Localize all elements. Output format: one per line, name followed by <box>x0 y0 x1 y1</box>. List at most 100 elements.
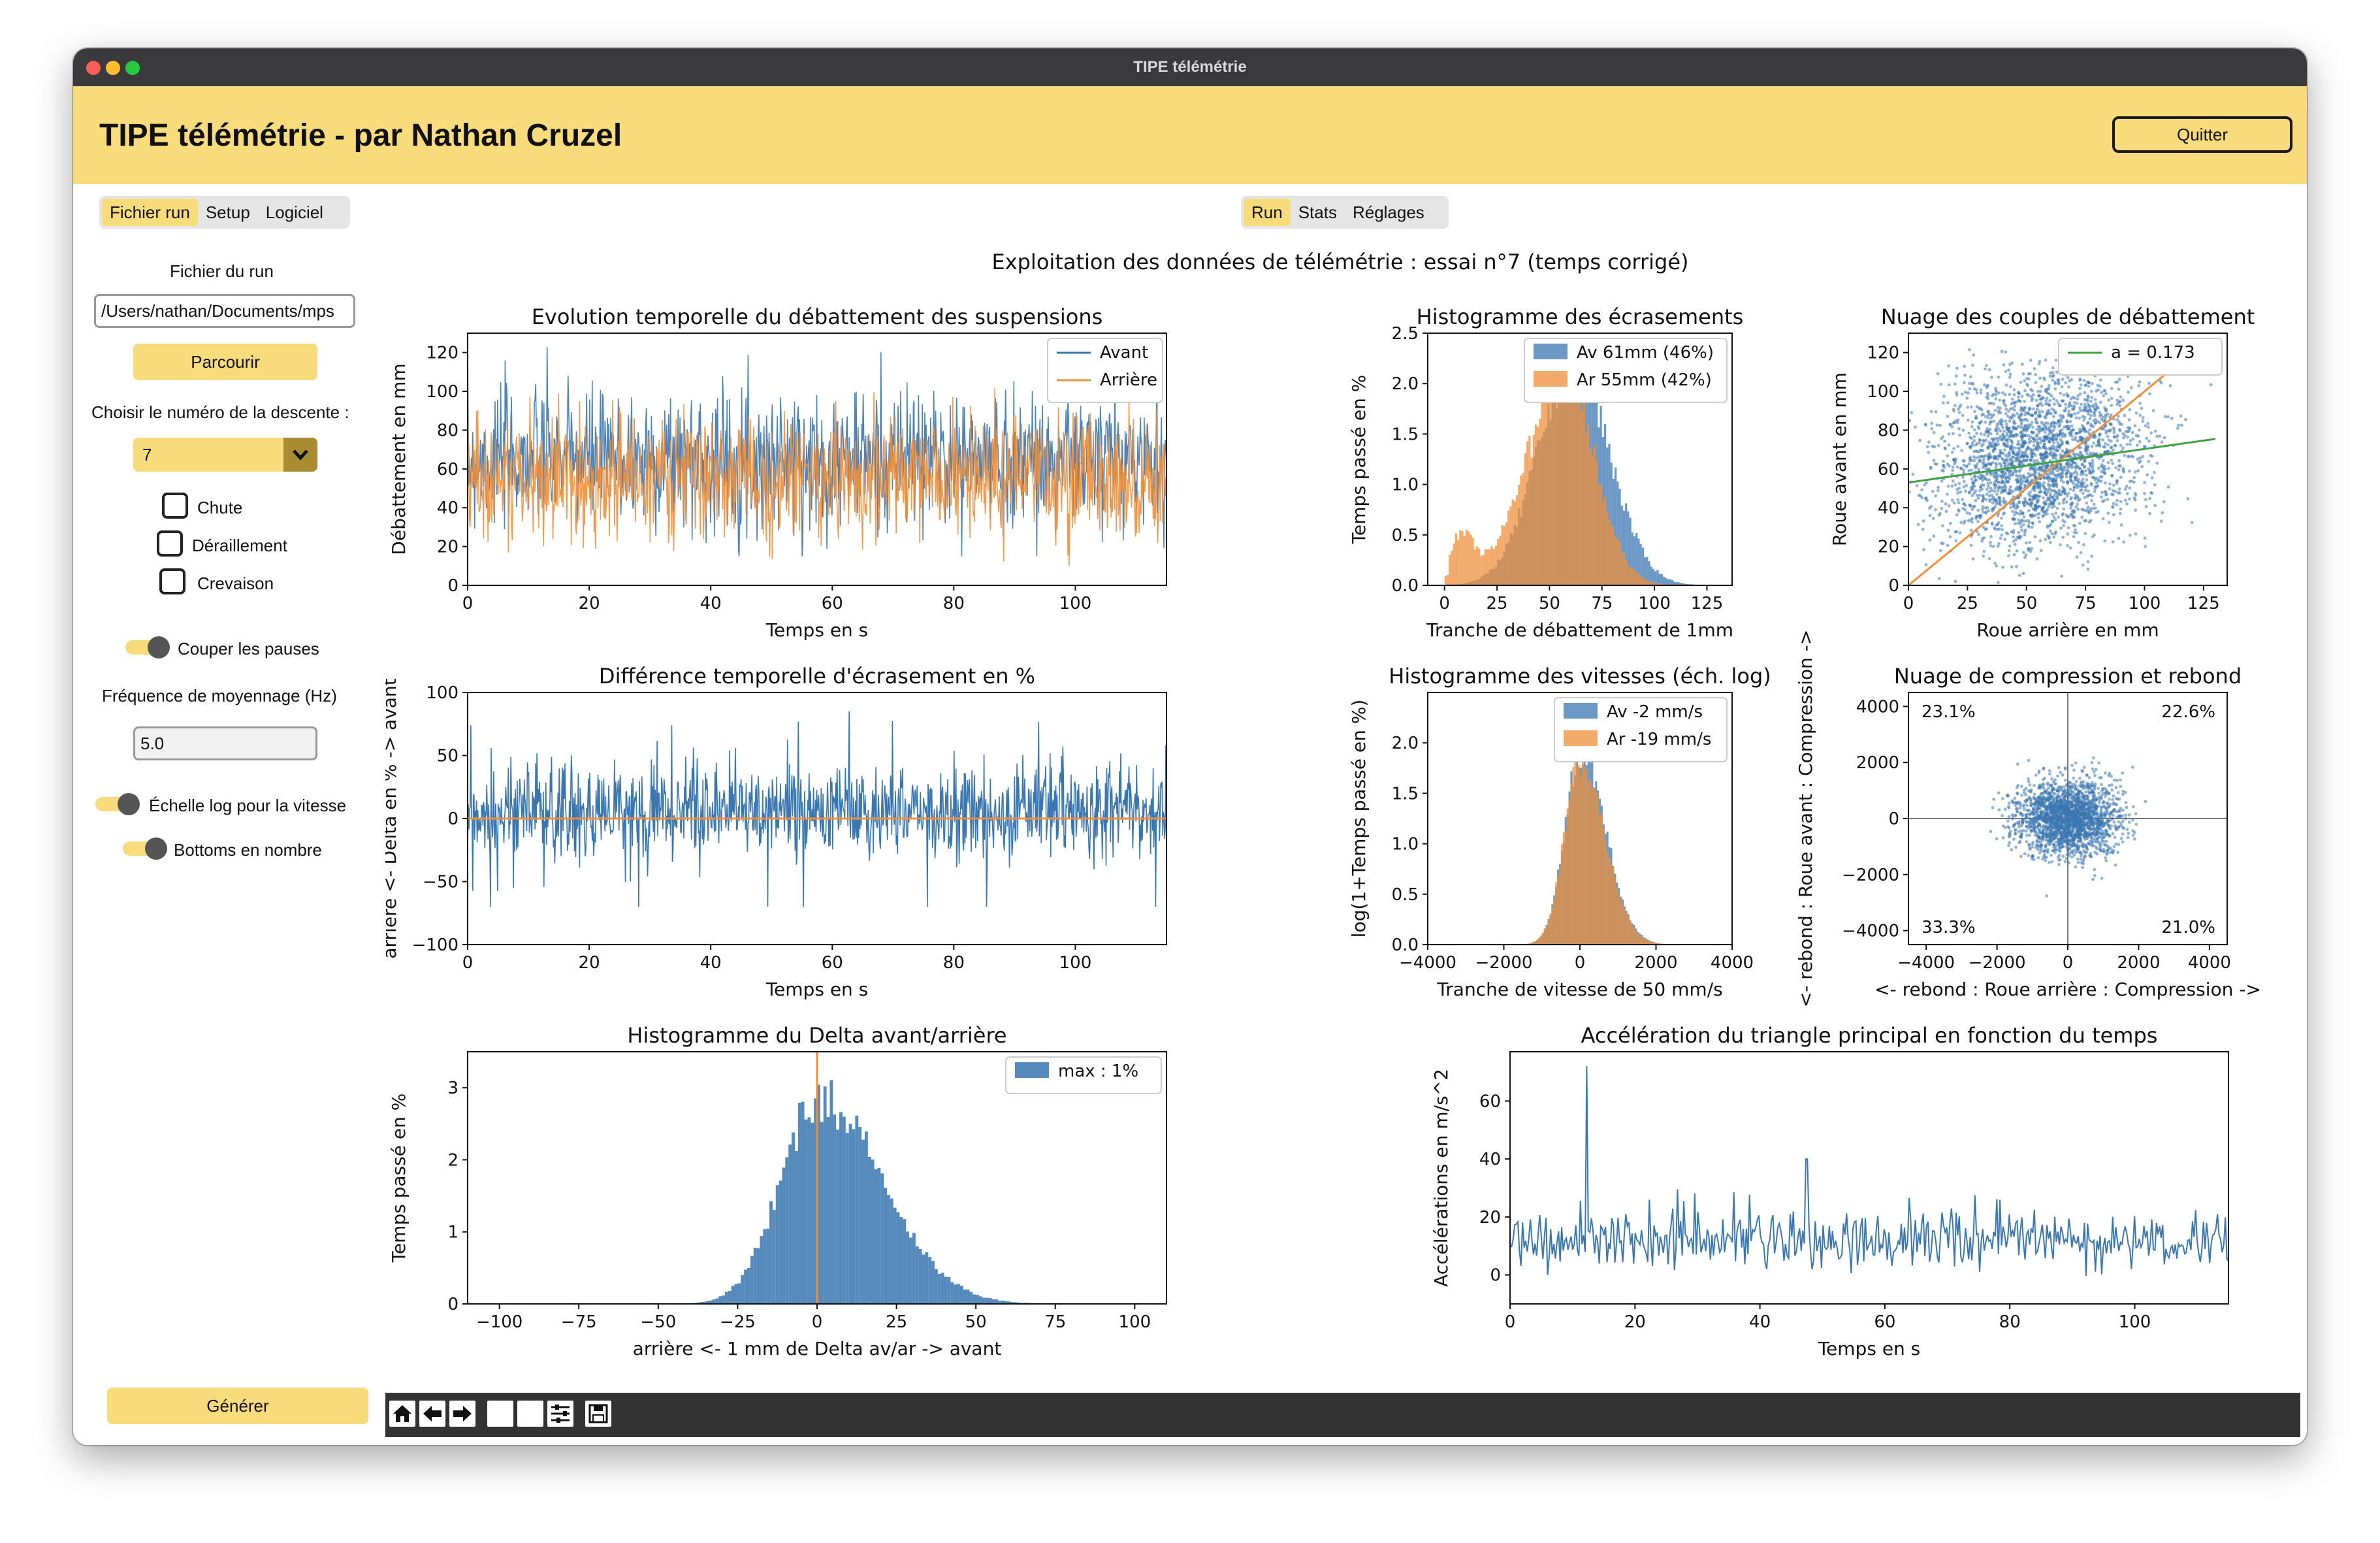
scatter-point <box>2088 472 2091 475</box>
freq-input[interactable]: 5.0 <box>133 726 317 760</box>
zoom-window-icon[interactable] <box>125 61 140 75</box>
toggle-pauses[interactable] <box>125 636 170 658</box>
scatter-point <box>2047 387 2051 391</box>
scatter-point <box>1969 528 1973 532</box>
scatter-point <box>2043 853 2046 856</box>
scatter-point <box>2023 400 2027 403</box>
scatter-point <box>2112 483 2115 487</box>
scatter-point <box>1977 427 1981 430</box>
generate-button[interactable]: Générer <box>107 1388 368 1424</box>
scatter-point <box>2049 371 2052 375</box>
scatter-point <box>1982 383 1986 387</box>
scatter-point <box>2104 392 2108 395</box>
scatter-point <box>2065 856 2068 860</box>
scatter-point <box>2159 381 2163 385</box>
scatter-point <box>2160 440 2164 444</box>
scatter-point <box>2061 485 2065 489</box>
toggle-log-speed[interactable] <box>95 793 140 815</box>
scatter-point <box>1986 410 1990 414</box>
hist-bar <box>1654 943 1656 945</box>
descent-select[interactable]: 7 <box>133 438 317 472</box>
scatter-point <box>2012 388 2016 392</box>
deraillement-checkbox[interactable] <box>157 530 183 557</box>
scatter-point <box>1963 390 1967 394</box>
scatter-point <box>2028 407 2032 411</box>
scatter-point <box>2051 434 2055 438</box>
scatter-point <box>2106 823 2110 826</box>
scatter-point <box>2107 429 2110 432</box>
browse-button[interactable]: Parcourir <box>133 344 317 380</box>
scatter-point <box>2025 377 2029 380</box>
scatter-point <box>1957 427 1961 430</box>
tab-stats[interactable]: Stats <box>1298 203 1337 222</box>
y-tick-label: 60 <box>437 460 458 479</box>
scatter-point <box>2118 404 2122 408</box>
scatter-point <box>2034 398 2038 402</box>
scatter-point <box>2128 408 2132 412</box>
tab-reglages[interactable]: Réglages <box>1352 203 1424 222</box>
close-window-icon[interactable] <box>86 61 101 75</box>
scatter-point <box>1954 483 1957 487</box>
fit-line <box>1908 438 2216 484</box>
scatter-point <box>2051 501 2055 505</box>
scatter-point <box>2084 383 2088 387</box>
scatter-point <box>1974 416 1978 420</box>
scatter-point <box>2032 440 2036 444</box>
scatter-point <box>2019 425 2023 429</box>
scatter-point <box>1956 491 1960 495</box>
scatter-point <box>2081 415 2085 418</box>
scatter-point <box>2111 462 2115 465</box>
scatter-point <box>2053 436 2057 440</box>
scatter-point <box>2059 463 2063 466</box>
file-path-input[interactable]: /Users/nathan/Documents/mps <box>94 294 355 328</box>
chevron-down-icon[interactable] <box>283 438 317 472</box>
scatter-point <box>2140 406 2144 410</box>
scatter-point <box>2023 413 2027 417</box>
toggle-bottoms[interactable] <box>123 837 167 860</box>
scatter-point <box>2066 385 2070 389</box>
scatter-point <box>1998 419 2002 423</box>
scatter-point <box>1979 485 1982 489</box>
scatter-point <box>2119 395 2123 399</box>
scatter-point <box>2014 564 2018 568</box>
hist-bar <box>1635 572 1638 585</box>
scatter-point <box>2117 387 2121 391</box>
scatter-point <box>2112 502 2115 506</box>
scatter-point <box>1954 579 1957 583</box>
tab-fichier-run[interactable]: Fichier run <box>102 199 198 226</box>
scatter-point <box>2141 455 2144 459</box>
scatter-point <box>2082 862 2085 866</box>
scatter-point <box>1986 481 1990 485</box>
hist-bar <box>1625 503 1628 585</box>
tab-setup[interactable]: Setup <box>205 203 250 222</box>
scatter-point <box>1970 481 1974 485</box>
scatter-point <box>2144 545 2147 548</box>
scatter-point <box>2099 413 2103 417</box>
hist-bar <box>1614 877 1616 945</box>
minimize-window-icon[interactable] <box>106 61 120 75</box>
scatter-point <box>2055 506 2059 510</box>
chute-checkbox[interactable] <box>162 493 188 519</box>
scatter-point <box>2001 457 2004 461</box>
scatter-point <box>1979 388 1983 392</box>
scatter-point <box>1925 445 1929 449</box>
tab-logiciel[interactable]: Logiciel <box>265 203 323 222</box>
scatter-point <box>1950 450 1954 454</box>
scatter-point <box>2138 380 2142 384</box>
hist-bar <box>1658 574 1661 585</box>
scatter-point <box>1937 485 1940 489</box>
scatter-point <box>2070 378 2073 382</box>
x-tick-label: 25 <box>1957 594 1978 613</box>
scatter-point <box>2075 401 2079 405</box>
scatter-point <box>2112 794 2115 798</box>
scatter-point <box>2059 543 2062 547</box>
scatter-point <box>2006 819 2010 823</box>
hist-bar <box>1503 526 1505 585</box>
scatter-point <box>1975 431 1978 435</box>
scatter-point <box>2118 429 2122 432</box>
scatter-point <box>1947 383 1951 387</box>
scatter-point <box>2038 539 2042 543</box>
tab-run[interactable]: Run <box>1244 199 1291 226</box>
quit-button[interactable]: Quitter <box>2112 116 2292 153</box>
crevaison-checkbox[interactable] <box>159 568 185 594</box>
